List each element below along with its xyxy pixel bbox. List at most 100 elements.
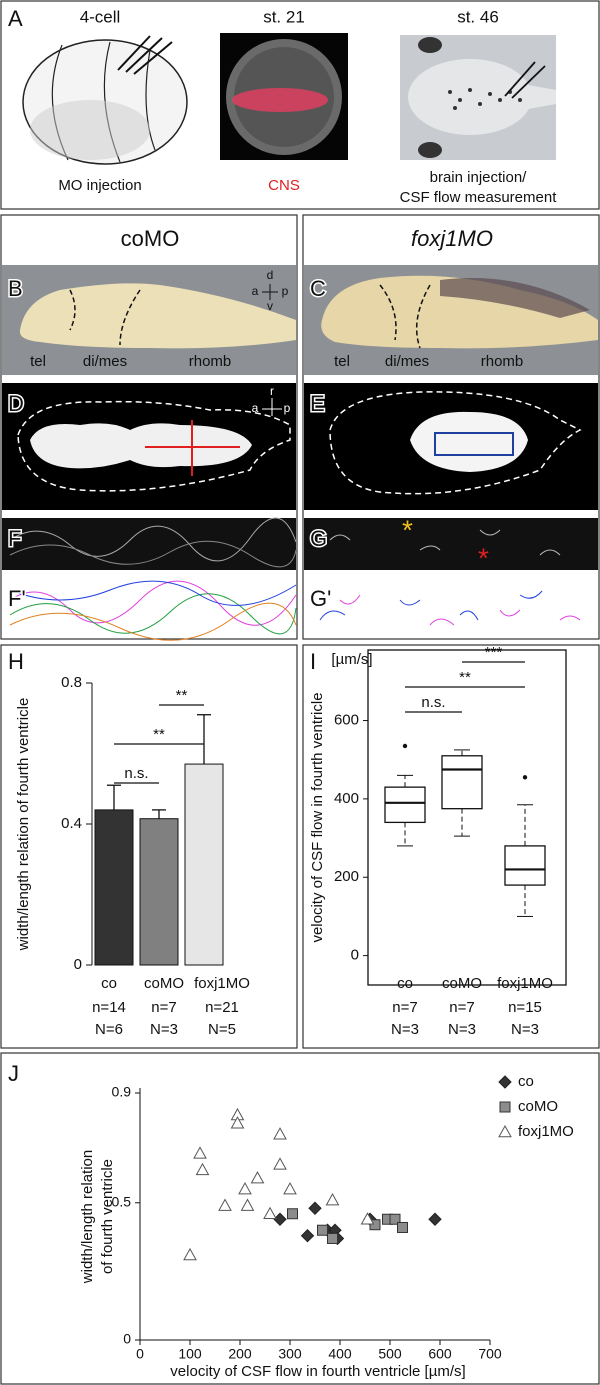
x-tick-label: 200	[228, 1346, 252, 1362]
sample-N: N=6	[95, 1021, 123, 1038]
column-header: coMO	[121, 226, 180, 251]
y-tick-label: 600	[334, 711, 359, 728]
panel-d-image	[2, 383, 296, 510]
x-axis-label: velocity of CSF flow in fourth ventricle…	[170, 1363, 465, 1380]
x-tick-label: coMO	[144, 975, 184, 992]
x-tick-label: foxj1MO	[497, 975, 553, 992]
panel-label: F	[8, 526, 21, 551]
marker-square	[397, 1221, 408, 1233]
sample-n: n=7	[151, 999, 176, 1016]
marker-triangle	[230, 1116, 245, 1129]
bar	[184, 763, 224, 966]
marker-triangle	[240, 1198, 255, 1211]
sample-n: n=7	[392, 999, 417, 1016]
region-label: rhomb	[189, 353, 232, 370]
axis-letter: a	[252, 284, 259, 298]
panel-i-frame	[302, 644, 600, 1049]
x-tick-label: coMO	[442, 975, 482, 992]
panel-label: G'	[310, 586, 331, 611]
region-label: di/mes	[385, 353, 429, 370]
sample-N: N=3	[150, 1021, 178, 1038]
marker-triangle	[238, 1182, 252, 1195]
panel-g-image: * *	[304, 514, 598, 573]
y-axis-label: width/length relation of fourth ventricl…	[15, 698, 32, 952]
axis-letter: r	[270, 384, 274, 398]
plot-frame	[367, 649, 567, 986]
image-title: st. 46	[457, 7, 499, 26]
y-tick-label: 200	[334, 868, 359, 885]
y-tick-label: 0	[74, 956, 82, 973]
y-tick-label: 0.8	[61, 674, 82, 691]
sample-n: n=14	[92, 999, 126, 1016]
significance-label: **	[153, 726, 165, 743]
legend-marker	[498, 1124, 512, 1138]
panel-label: C	[310, 276, 326, 301]
marker-triangle	[360, 1212, 375, 1225]
marker-diamond	[428, 1212, 442, 1226]
panel-f-image	[2, 517, 297, 570]
marker-diamond	[273, 1212, 287, 1226]
box	[504, 845, 546, 886]
legend-label: co	[518, 1073, 534, 1090]
x-tick-label: 300	[278, 1346, 302, 1362]
panel-label: A	[8, 6, 23, 31]
y-tick-label: 0.4	[61, 815, 82, 832]
y-tick-label: 0.5	[112, 1193, 132, 1209]
significance-label: ***	[485, 644, 503, 661]
bar	[94, 809, 134, 966]
y-axis-label: width/length relation	[79, 1150, 96, 1284]
marker-diamond	[308, 1201, 322, 1215]
marker-triangle	[193, 1146, 207, 1159]
y-tick-label: 0	[123, 1331, 131, 1347]
marker-triangle	[325, 1193, 340, 1206]
region-label: di/mes	[83, 353, 127, 370]
image-title: 4-cell	[80, 7, 121, 26]
x-tick-label: 700	[478, 1346, 502, 1362]
sample-N: N=5	[208, 1021, 236, 1038]
panel-label: G	[310, 526, 327, 551]
x-tick-label: 600	[428, 1346, 452, 1362]
y-axis-label: of fourth ventricle	[99, 1159, 116, 1274]
x-tick-label: co	[397, 975, 413, 992]
axis-letter: a	[252, 401, 259, 415]
region-label: rhomb	[481, 353, 524, 370]
unit-label: [µm/s]	[331, 651, 372, 668]
x-tick-label: 0	[136, 1346, 144, 1362]
legend-label: coMO	[518, 1098, 558, 1115]
st46-image	[400, 35, 556, 160]
y-tick-label: 0	[351, 947, 359, 964]
box	[384, 786, 426, 824]
region-label: tel	[30, 353, 46, 370]
axis-letter: p	[284, 401, 291, 415]
bar	[139, 818, 179, 966]
sample-n: n=7	[449, 999, 474, 1016]
image-caption: MO injection	[58, 177, 141, 194]
embryo-drawing	[22, 35, 188, 165]
panel-label: F'	[8, 586, 26, 611]
sample-n: n=21	[205, 999, 239, 1016]
marker-square	[389, 1213, 401, 1225]
y-tick-label: 0.9	[112, 1084, 132, 1100]
panel-e-image	[304, 383, 598, 510]
y-tick-label: 400	[334, 790, 359, 807]
x-tick-label: foxj1MO	[194, 975, 250, 992]
significance-label: **	[176, 687, 188, 704]
axis-letter: p	[282, 284, 289, 298]
outlier	[402, 743, 408, 749]
image-title: st. 21	[263, 7, 305, 26]
panel-label: D	[8, 391, 24, 416]
panel-left-frame	[0, 214, 298, 640]
marker-square	[327, 1232, 338, 1244]
y-axis-label: velocity of CSF flow in fourth ventricle	[309, 692, 326, 942]
x-tick-label: co	[101, 975, 117, 992]
image-caption: CSF flow measurement	[400, 189, 558, 206]
panel-label: J	[8, 1061, 19, 1086]
image-caption: CNS	[268, 177, 300, 194]
panel-b-image	[2, 265, 296, 375]
panel-h-frame	[0, 644, 298, 1049]
sample-n: n=15	[508, 999, 542, 1016]
marker-triangle	[273, 1157, 287, 1170]
marker-triangle	[283, 1182, 297, 1195]
panel-f-prime-image	[2, 575, 297, 641]
